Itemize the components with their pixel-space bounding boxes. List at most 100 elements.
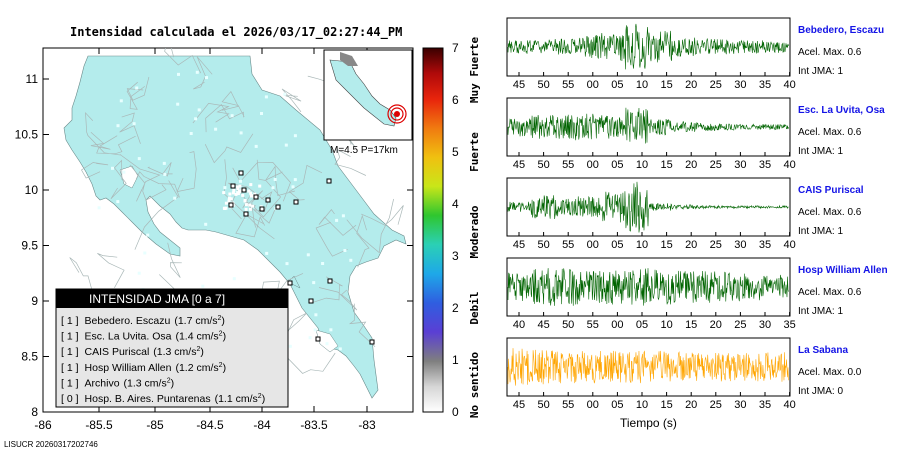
waveform-tick-label: 00 [587, 79, 599, 91]
waveform-tick-label: 50 [562, 319, 574, 331]
legend-close: ) [221, 315, 225, 327]
station-marker [287, 280, 293, 286]
inset-land [329, 59, 397, 127]
x-axis-label: Tiempo (s) [620, 416, 677, 430]
town-dot [189, 132, 193, 135]
legend-station: CAIS Puriscal [85, 346, 150, 358]
town-dot [314, 313, 318, 317]
waveform-tick-label: 30 [734, 399, 746, 411]
town-dot [194, 117, 198, 121]
town-dot [308, 336, 312, 340]
waveform-tick-label: 35 [759, 399, 771, 411]
waveform-tick-label: 30 [759, 319, 771, 331]
legend-exp: 2 [258, 393, 262, 400]
waveform-panel: 45 50 55 00 05 10 15 20 25 30 35 40 Esc. La Uvita, O… [506, 97, 885, 171]
station-accel: Acel. Max. 0.6 [798, 47, 862, 58]
town-dot [288, 344, 292, 348]
waveform-tick-label: 10 [636, 159, 648, 171]
town-dot [249, 191, 253, 195]
town-dot [116, 124, 120, 128]
inset-neighbor [340, 52, 358, 66]
station-marker [241, 187, 247, 193]
town-dot [249, 183, 253, 187]
footer-id: LISUCR 20260317202746 [4, 440, 98, 449]
legend-row: [ 1 ] Hosp William Allen (1.2 cm/s2) [61, 362, 226, 374]
colorbar-category: Muy Fuerte [468, 37, 481, 104]
town-dot [254, 144, 258, 148]
legend-row: [ 1 ] Archivo (1.3 cm/s2) [61, 377, 174, 389]
waveform-tick-label: 05 [611, 239, 623, 251]
legend-exp: 2 [196, 346, 200, 353]
legend-station: Bebedero. Escazu [85, 315, 171, 327]
waveform-panels: 45 50 55 00 05 10 15 20 25 30 35 40 Bebedero, Escazu… [506, 17, 888, 411]
town-dot [238, 184, 242, 188]
town-dot [250, 194, 253, 198]
legend-exp: 2 [219, 331, 223, 338]
town-dot [137, 271, 141, 275]
legend-jma: [ 1 ] [61, 377, 79, 389]
town-dot [162, 161, 166, 165]
town-dot [232, 188, 236, 192]
waveform-tick-label: 55 [562, 239, 574, 251]
legend-frame [55, 288, 289, 408]
town-dot [239, 179, 242, 183]
map-y-tick-label: 8.5 [21, 350, 38, 364]
town-dot [135, 86, 139, 90]
waveform-tick-label: 40 [783, 159, 795, 171]
waveform-tick-label: 00 [587, 159, 599, 171]
legend-close: ) [200, 346, 204, 358]
map-x-tick-label: -85 [146, 418, 164, 432]
town-dot [238, 189, 242, 193]
waveform-tick-label: 20 [685, 79, 697, 91]
waveform-tick-label: 50 [537, 79, 549, 91]
town-dot [313, 328, 317, 332]
legend-accel: (1.7 cm/s [174, 315, 217, 327]
station-marker [265, 197, 271, 203]
town-dot [205, 76, 208, 80]
waveform-tick-label: 25 [710, 239, 722, 251]
town-dot [236, 192, 240, 195]
station-jma: Int JMA: 0 [798, 386, 843, 397]
waveform-tick-label: 00 [587, 399, 599, 411]
intensity-legend: INTENSIDAD JMA [0 a 7] [ 1 ] Bebedero. Es… [55, 288, 289, 408]
waveform-tick-label: 55 [587, 319, 599, 331]
waveform-tick-label: 35 [759, 159, 771, 171]
colorbar-category: Fuerte [468, 132, 481, 172]
waveform-tick-label: 45 [513, 159, 525, 171]
legend-row: [ 1 ] Esc. La Uvita. Osa (1.4 cm/s2) [61, 331, 226, 343]
legend-accel: (1.1 cm/s [215, 393, 258, 405]
golfo-dulce [315, 329, 339, 353]
waveform-tick-label: 15 [660, 239, 672, 251]
legend-jma: [ 1 ] [61, 315, 79, 327]
town-dot [222, 191, 226, 195]
legend-accel: (1.3 cm/s [153, 346, 196, 358]
waveform-tick-label: 55 [562, 79, 574, 91]
town-dot [248, 207, 252, 211]
town-dot [291, 185, 295, 189]
waveform-tick-label: 10 [636, 399, 648, 411]
town-dot [349, 258, 353, 262]
legend-accel: (1.3 cm/s [124, 377, 167, 389]
station-marker [293, 199, 299, 205]
colorbar-tick: 7 [452, 41, 459, 55]
colorbar-tick: 6 [452, 93, 459, 107]
colorbar-tick: 5 [452, 145, 459, 159]
map-axes: -86 -85.5 -85 -84.5 -84 -83.5 -83 11 10.5 10 9.5 9 8… [15, 48, 413, 432]
legend-header [56, 289, 288, 308]
town-dot [247, 189, 251, 193]
colorbar-gradient [422, 47, 444, 413]
map-x-tick-label: -85.5 [85, 418, 113, 432]
legend-station: Hosp. B. Aires. Puntarenas [85, 393, 211, 405]
town-dot [137, 157, 141, 161]
legend-exp: 2 [167, 377, 171, 384]
town-dot [116, 200, 120, 204]
waveform-tick-label: 40 [783, 79, 795, 91]
map-x-tick-label: -83 [358, 418, 376, 432]
waveform-tick-label: 05 [611, 399, 623, 411]
colorbar-tick: 2 [452, 301, 459, 315]
waveform-tick-label: 05 [636, 319, 648, 331]
waveform-tick-label: 10 [636, 79, 648, 91]
legend-row: [ 0 ] Hosp. B. Aires. Puntarenas (1.1 cm/s… [61, 393, 265, 405]
waveform-tick-label: 50 [537, 239, 549, 251]
legend-jma: [ 1 ] [61, 346, 79, 358]
